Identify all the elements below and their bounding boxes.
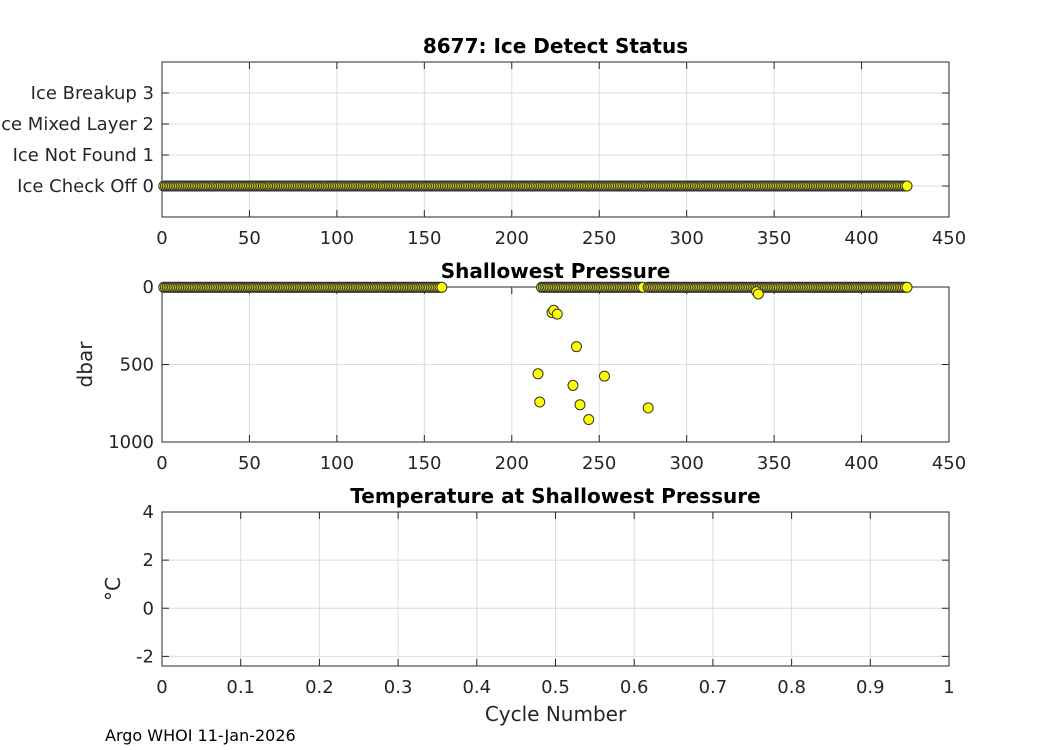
footer-text: Argo WHOI 11-Jan-2026 <box>105 726 296 745</box>
y-tick-label: 0 <box>143 277 154 298</box>
chart-title: Shallowest Pressure <box>441 259 671 283</box>
y-axis-label: °C <box>101 577 125 601</box>
data-point <box>551 308 563 320</box>
x-tick-label: 0.2 <box>305 677 334 698</box>
x-axis-label: Cycle Number <box>485 702 627 726</box>
x-tick-label: 0.9 <box>856 677 885 698</box>
axes-2: 0 50 100 150 200 250 300 350 400 450 0 500 1000 Shall… <box>73 259 966 474</box>
data-point <box>534 396 546 408</box>
x-tick-label: 150 <box>407 453 441 474</box>
x-tick-label: 250 <box>582 228 616 249</box>
x-tick-label: 0.6 <box>620 677 649 698</box>
data-point <box>642 402 654 414</box>
x-tick-label: 1 <box>943 677 954 698</box>
x-tick-label: 0 <box>156 677 167 698</box>
x-tick-label: 50 <box>238 228 261 249</box>
data-point <box>598 370 610 382</box>
x-tick-label: 450 <box>932 453 966 474</box>
x-tick-label: 0.1 <box>226 677 255 698</box>
data-point <box>901 281 913 293</box>
y-tick-label: 2 <box>143 550 154 571</box>
x-tick-label: 400 <box>844 228 878 249</box>
y-tick-label: 1000 <box>108 432 154 453</box>
y-tick-label: 500 <box>120 355 154 376</box>
x-tick-label: 400 <box>844 453 878 474</box>
x-tick-label: 100 <box>320 453 354 474</box>
y-tick-label: Ice Mixed Layer 2 <box>0 114 154 135</box>
data-point <box>532 368 544 380</box>
axes-3: 0 0.1 0.2 0.3 0.4 0.5 0.6 0.7 0.8 0.9 1-2024Temper… <box>101 484 955 726</box>
y-tick-label: -2 <box>136 646 154 667</box>
y-tick-label: 0 <box>143 598 154 619</box>
y-tick-label: Ice Check Off 0 <box>17 176 154 197</box>
y-tick-label: 4 <box>143 502 154 523</box>
data-point <box>583 414 595 426</box>
x-tick-label: 0.5 <box>541 677 570 698</box>
x-tick-label: 200 <box>495 228 529 249</box>
data-point <box>901 180 913 192</box>
x-tick-label: 300 <box>669 453 703 474</box>
x-tick-label: 0.8 <box>777 677 806 698</box>
x-tick-label: 0.7 <box>699 677 728 698</box>
x-tick-label: 50 <box>238 453 261 474</box>
chart-title: 8677: Ice Detect Status <box>423 34 688 58</box>
y-axis-label: dbar <box>73 341 97 388</box>
x-tick-label: 0.4 <box>462 677 491 698</box>
y-tick-label: Ice Breakup 3 <box>31 83 154 104</box>
x-tick-label: 0 <box>156 453 167 474</box>
chart-title: Temperature at Shallowest Pressure <box>350 484 760 508</box>
x-tick-label: 350 <box>757 453 791 474</box>
data-point <box>436 281 448 293</box>
axes-1: 0 50 100 150 200 250 300 350 400 450 Ice Check Off… <box>0 34 966 249</box>
x-tick-label: 0.3 <box>384 677 413 698</box>
x-tick-label: 150 <box>407 228 441 249</box>
plot-area <box>161 61 950 218</box>
x-tick-label: 200 <box>495 453 529 474</box>
x-tick-label: 450 <box>932 228 966 249</box>
x-tick-label: 0 <box>156 228 167 249</box>
x-tick-label: 300 <box>669 228 703 249</box>
x-tick-label: 250 <box>582 453 616 474</box>
data-point <box>567 379 579 391</box>
data-point <box>574 399 586 411</box>
y-tick-label: Ice Not Found 1 <box>13 145 154 166</box>
data-point <box>752 288 764 300</box>
x-tick-label: 100 <box>320 228 354 249</box>
x-tick-label: 350 <box>757 228 791 249</box>
data-point <box>570 341 582 353</box>
